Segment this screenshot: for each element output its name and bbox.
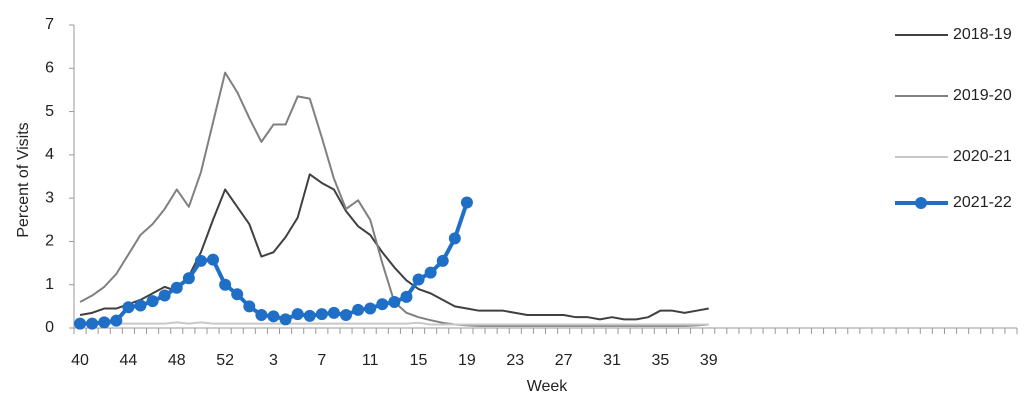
legend-label: 2019-20 (953, 87, 1012, 104)
data-point (364, 302, 377, 315)
x-tick-label: 11 (362, 352, 379, 369)
data-point (327, 306, 340, 319)
data-point (340, 309, 353, 322)
data-point (110, 314, 123, 327)
x-tick-label: 15 (410, 352, 428, 369)
y-tick-label: 3 (45, 189, 54, 206)
y-tick-label: 7 (45, 16, 54, 33)
x-tick-label: 52 (216, 352, 234, 369)
y-tick-label: 2 (45, 233, 54, 250)
legend-label: 2021-22 (953, 194, 1012, 211)
data-point (74, 317, 87, 330)
x-tick-label: 31 (603, 352, 621, 369)
x-tick-label: 35 (651, 352, 669, 369)
data-point (219, 278, 232, 291)
data-point (352, 303, 365, 316)
x-tick-label: 27 (555, 352, 573, 369)
series-line (80, 321, 709, 326)
y-axis-label: Percent of Visits (15, 122, 32, 237)
y-tick-label: 6 (45, 60, 54, 77)
data-point (400, 290, 413, 303)
data-point (182, 272, 195, 285)
legend-label: 2018-19 (953, 26, 1012, 43)
data-point (448, 232, 461, 245)
data-point (460, 196, 473, 209)
data-point (279, 313, 292, 326)
legend-label: 2020-21 (953, 148, 1012, 165)
data-point (376, 298, 389, 311)
data-point (267, 310, 280, 323)
x-tick-label: 48 (168, 352, 186, 369)
data-point (98, 316, 111, 329)
data-point (291, 308, 304, 321)
data-point (303, 309, 316, 322)
x-tick-label: 40 (71, 352, 89, 369)
data-point (388, 296, 401, 309)
x-tick-label: 19 (458, 352, 476, 369)
data-point (231, 288, 244, 301)
y-tick-label: 5 (45, 103, 54, 120)
data-point (243, 300, 256, 313)
y-tick-label: 0 (45, 319, 54, 336)
x-tick-label: 3 (269, 352, 278, 369)
data-point (255, 309, 268, 322)
data-point (158, 289, 171, 302)
data-point (207, 253, 220, 266)
data-point (86, 317, 99, 330)
x-axis-label: Week (527, 378, 569, 395)
data-point (194, 254, 207, 267)
data-point (146, 295, 159, 308)
data-point (436, 254, 449, 267)
x-tick-label: 39 (700, 352, 718, 369)
data-point (412, 273, 425, 286)
y-tick-label: 4 (45, 146, 54, 163)
data-point (424, 266, 437, 279)
y-tick-label: 1 (45, 276, 54, 293)
x-tick-label: 23 (506, 352, 524, 369)
x-tick-label: 7 (317, 352, 326, 369)
data-point (122, 301, 135, 314)
data-point (170, 281, 183, 294)
data-point (134, 299, 147, 312)
x-tick-label: 44 (120, 352, 138, 369)
legend-marker (915, 197, 927, 209)
data-point (315, 308, 328, 321)
